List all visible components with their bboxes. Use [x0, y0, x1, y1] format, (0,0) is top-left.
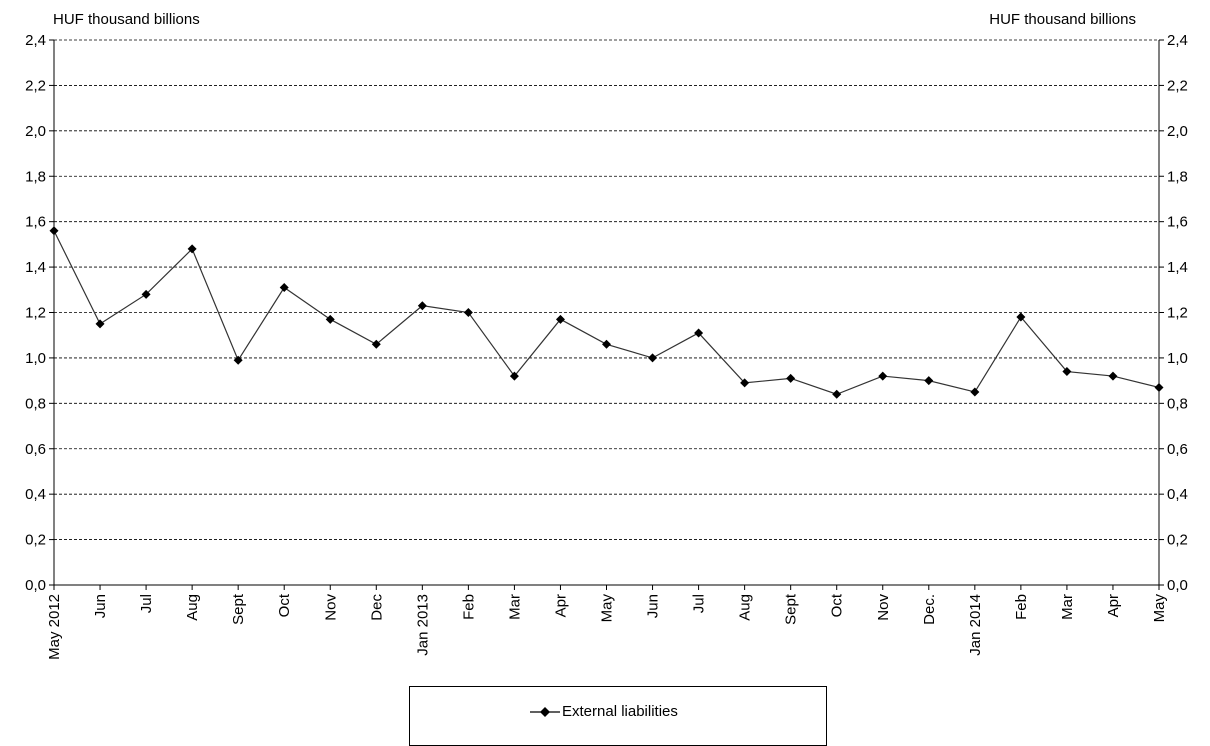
data-point-diamond — [832, 389, 842, 399]
data-point-diamond — [95, 319, 105, 329]
data-point-diamond — [786, 373, 796, 383]
y-tick-label-left: 1,8 — [25, 168, 46, 185]
x-tick-label: Oct — [829, 593, 846, 617]
data-point-diamond — [740, 378, 750, 388]
y-tick-label-right: 1,4 — [1167, 259, 1188, 276]
x-tick-label: Sept — [230, 593, 247, 625]
x-tick-label: Jul — [691, 594, 708, 613]
left-axis-unit-label: HUF thousand billions — [53, 11, 200, 28]
data-point-diamond — [233, 355, 243, 365]
y-tick-label-right: 1,8 — [1167, 168, 1188, 185]
y-tick-label-right: 0,4 — [1167, 486, 1188, 503]
data-point-diamond — [648, 353, 658, 363]
x-tick-label: Jan 2013 — [414, 594, 431, 656]
y-tick-label-right: 2,4 — [1167, 32, 1188, 49]
y-tick-label-left: 1,2 — [25, 305, 46, 322]
y-tick-label-right: 2,2 — [1167, 77, 1188, 94]
x-tick-label: Apr — [1105, 594, 1122, 617]
x-tick-label: Aug — [737, 594, 754, 621]
x-tick-label: Aug — [184, 594, 201, 621]
x-tick-label: Dec — [368, 594, 385, 621]
y-tick-label-left: 2,2 — [25, 77, 46, 94]
right-axis-unit-label: HUF thousand billions — [989, 11, 1136, 28]
axes — [49, 39, 1164, 590]
x-tick-label: Jun — [645, 594, 662, 618]
y-tick-label-right: 1,0 — [1167, 350, 1188, 367]
data-point-diamond — [1016, 312, 1026, 322]
x-tick-label: Jan 2014 — [967, 594, 984, 656]
data-point-diamond — [141, 289, 151, 299]
x-tick-label: Jun — [92, 594, 109, 618]
x-tick-label: May — [599, 594, 616, 623]
data-point-diamond — [371, 339, 381, 349]
data-point-diamond — [1154, 382, 1164, 392]
y-tick-label-left: 1,0 — [25, 350, 46, 367]
y-tick-label-left: 1,6 — [25, 214, 46, 231]
data-point-diamond — [1062, 367, 1072, 377]
legend-item-external-liabilities: External liabilities — [530, 703, 678, 720]
x-tick-label: May — [1151, 594, 1168, 623]
data-point-diamond — [417, 301, 427, 311]
y-tick-label-right: 0,8 — [1167, 395, 1188, 412]
data-point-diamond — [49, 226, 59, 236]
x-axis-tick-labels: May 2012 Jun Jul Aug Sept Oct Nov Dec Jan 2013 Fe… — [46, 593, 1168, 660]
y-tick-label-left: 0,4 — [25, 486, 46, 503]
x-tick-label: Nov — [875, 594, 892, 621]
data-point-diamond — [1108, 371, 1118, 381]
y-tick-label-right: 1,2 — [1167, 305, 1188, 322]
left-y-axis-tick-labels: 0,0 0,2 0,4 0,6 0,8 1,0 1,2 1,4 1,6 1,8 2,0 2,2 2,4 — [25, 32, 46, 594]
data-point-diamond — [694, 328, 704, 338]
y-tick-label-left: 0,8 — [25, 395, 46, 412]
data-point-diamond — [602, 339, 611, 349]
y-tick-label-left: 2,4 — [25, 32, 46, 49]
gridlines — [54, 39, 1159, 540]
data-point-diamond — [279, 283, 289, 293]
x-tick-label: Feb — [1013, 594, 1030, 620]
y-tick-label-right: 0,0 — [1167, 577, 1188, 594]
x-tick-label: May 2012 — [46, 594, 63, 660]
data-point-diamond — [555, 314, 565, 324]
right-y-axis-tick-labels: 0,0 0,2 0,4 0,6 0,8 1,0 1,2 1,4 1,6 1,8 2,0 2,2 2,4 — [1167, 32, 1188, 594]
data-point-diamond — [878, 371, 888, 381]
y-tick-label-left: 1,4 — [25, 259, 46, 276]
x-tick-label: Jul — [138, 594, 155, 613]
series-external-liabilities — [49, 226, 1164, 399]
data-point-diamond — [325, 314, 335, 324]
x-tick-label: Apr — [552, 594, 569, 617]
y-tick-label-left: 0,0 — [25, 577, 46, 594]
x-tick-label: Dec. — [921, 594, 938, 625]
data-point-diamond — [970, 387, 980, 397]
y-tick-label-left: 0,2 — [25, 532, 46, 549]
y-tick-label-right: 0,2 — [1167, 532, 1188, 549]
x-tick-label: Mar — [1059, 594, 1076, 620]
y-tick-label-right: 1,6 — [1167, 214, 1188, 231]
x-tick-label: Nov — [322, 594, 339, 621]
y-tick-label-right: 0,6 — [1167, 441, 1188, 458]
x-tick-label: Oct — [276, 593, 293, 617]
legend: External liabilities — [409, 686, 827, 746]
data-point-diamond — [187, 244, 197, 254]
y-tick-label-right: 2,0 — [1167, 123, 1188, 140]
x-tick-label: Sept — [783, 593, 800, 625]
data-point-diamond — [463, 308, 473, 317]
x-tick-label: Feb — [460, 594, 477, 620]
x-tick-label: Mar — [506, 594, 523, 620]
y-tick-label-left: 2,0 — [25, 123, 46, 140]
y-tick-label-left: 0,6 — [25, 441, 46, 458]
legend-label: External liabilities — [562, 703, 678, 720]
data-point-diamond — [509, 371, 519, 381]
data-point-diamond — [924, 376, 934, 386]
legend-line-diamond-icon — [530, 706, 560, 717]
